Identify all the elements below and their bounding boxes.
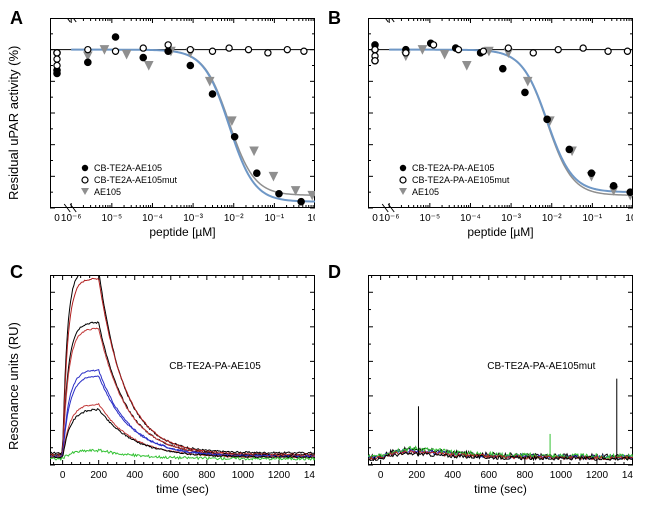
svg-text:600: 600 [162, 470, 179, 481]
legend-marker-icon [80, 175, 90, 185]
legend-item: CB-TE2A-AE105mut [80, 174, 177, 186]
svg-text:time (sec): time (sec) [156, 482, 209, 496]
legend-label: CB-TE2A-AE105 [94, 162, 162, 174]
panel-d-title: D [328, 262, 341, 283]
legend-label: AE105 [94, 186, 121, 198]
svg-text:10⁻⁴: 10⁻⁴ [460, 213, 481, 224]
svg-text:800: 800 [516, 470, 533, 481]
legend-item: AE105 [80, 186, 177, 198]
svg-text:10⁻⁵: 10⁻⁵ [102, 213, 123, 224]
svg-text:200: 200 [90, 470, 107, 481]
svg-text:time (sec): time (sec) [474, 482, 527, 496]
svg-text:10⁰: 10⁰ [307, 213, 315, 224]
svg-text:200: 200 [408, 470, 425, 481]
svg-text:10⁰: 10⁰ [625, 213, 633, 224]
legend-marker-icon [398, 187, 408, 197]
svg-text:10⁻⁶: 10⁻⁶ [61, 213, 82, 224]
legend-b: CB-TE2A-PA-AE105CB-TE2A-PA-AE105mutAE105 [398, 162, 509, 198]
svg-text:800: 800 [198, 470, 215, 481]
svg-text:1400: 1400 [622, 470, 633, 481]
svg-text:400: 400 [126, 470, 143, 481]
y-axis-label-bottom: Resonance units (RU) [6, 322, 21, 450]
svg-text:10⁻³: 10⁻³ [501, 213, 521, 224]
svg-text:0: 0 [372, 213, 378, 224]
legend-label: CB-TE2A-AE105mut [94, 174, 177, 186]
svg-text:0: 0 [378, 470, 384, 481]
svg-text:10⁻⁵: 10⁻⁵ [420, 213, 441, 224]
legend-item: CB-TE2A-AE105 [80, 162, 177, 174]
svg-text:10⁻³: 10⁻³ [183, 213, 203, 224]
svg-text:peptide [µM]: peptide [µM] [149, 225, 215, 239]
svg-text:0: 0 [60, 470, 66, 481]
panel-c-plot: 0200400600800100012001400012345time (sec… [50, 275, 315, 497]
legend-item: AE105 [398, 186, 509, 198]
legend-item: CB-TE2A-PA-AE105mut [398, 174, 509, 186]
legend-marker-icon [398, 175, 408, 185]
panel-a-title: A [10, 8, 23, 29]
svg-text:10⁻²: 10⁻² [224, 213, 244, 224]
legend-a: CB-TE2A-AE105CB-TE2A-AE105mutAE105 [80, 162, 177, 198]
svg-text:1400: 1400 [304, 470, 315, 481]
legend-marker-icon [398, 163, 408, 173]
annotation-c: CB-TE2A-PA-AE105 [169, 361, 261, 372]
svg-text:1200: 1200 [268, 470, 291, 481]
svg-text:400: 400 [444, 470, 461, 481]
svg-text:1200: 1200 [586, 470, 609, 481]
svg-text:10⁻⁶: 10⁻⁶ [379, 213, 400, 224]
svg-text:10⁻⁴: 10⁻⁴ [142, 213, 163, 224]
panel-d-plot: 0200400600800100012001400012345time (sec… [368, 275, 633, 497]
legend-marker-icon [80, 163, 90, 173]
y-axis-label-top: Residual uPAR activity (%) [6, 46, 21, 200]
panel-c-title: C [10, 262, 23, 283]
svg-text:600: 600 [480, 470, 497, 481]
svg-text:1000: 1000 [232, 470, 255, 481]
panel-a-plot: 02040608010012010⁻⁶10⁻⁵10⁻⁴10⁻³10⁻²10⁻¹1… [50, 18, 315, 240]
panel-b-plot: 02040608010012010⁻⁶10⁻⁵10⁻⁴10⁻³10⁻²10⁻¹1… [368, 18, 633, 240]
legend-item: CB-TE2A-PA-AE105 [398, 162, 509, 174]
legend-label: CB-TE2A-PA-AE105 [412, 162, 494, 174]
svg-text:10⁻¹: 10⁻¹ [264, 213, 284, 224]
legend-label: CB-TE2A-PA-AE105mut [412, 174, 509, 186]
panel-b-title: B [328, 8, 341, 29]
legend-marker-icon [80, 187, 90, 197]
svg-text:1000: 1000 [550, 470, 573, 481]
svg-text:0: 0 [54, 213, 60, 224]
legend-label: AE105 [412, 186, 439, 198]
figure-root: A Residual uPAR activity (%) 02040608010… [0, 0, 651, 510]
svg-text:10⁻¹: 10⁻¹ [582, 213, 602, 224]
svg-text:peptide [µM]: peptide [µM] [467, 225, 533, 239]
svg-text:10⁻²: 10⁻² [542, 213, 562, 224]
annotation-d: CB-TE2A-PA-AE105mut [487, 361, 595, 372]
